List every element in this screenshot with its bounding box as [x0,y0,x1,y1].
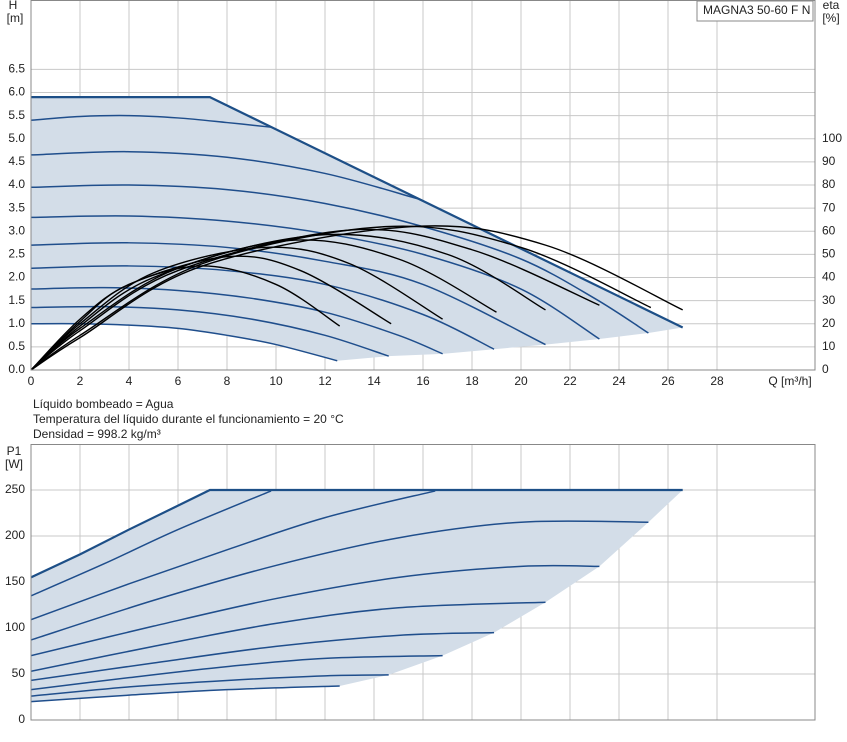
y-label: P1 [7,444,22,458]
operating-area [31,490,683,702]
y-tick-label: 1.5 [8,293,25,307]
efficiency-curve [31,233,546,370]
performance-curve [31,242,546,346]
x-tick-label: 2 [77,374,84,388]
efficiency-curve [31,228,600,370]
plot-layer [31,96,684,370]
note: Densidad = 998.2 kg/m³ [33,427,161,441]
y-tick-label: 200 [5,528,25,542]
performance-curve [31,490,436,621]
efficiency-curve [31,265,341,370]
y-tick-label: 0.5 [8,339,25,353]
y-tick-label: 2.0 [8,270,25,284]
efficiency-curve [31,225,683,370]
y-tick-label: 4.0 [8,177,25,191]
y2-tick-label: 0 [822,362,829,376]
y2-tick-label: 40 [822,270,836,284]
y-tick-label: 100 [5,620,25,634]
y-tick-label: 1.0 [8,316,25,330]
x-tick-label: 6 [175,374,182,388]
performance-curve [31,490,272,597]
y-tick-label: 250 [5,482,25,496]
y-tick-label: 6.0 [8,85,25,99]
x-label: Q [m³/h] [768,374,811,388]
plot-border [30,0,816,371]
performance-curve [31,685,340,703]
performance-curve [31,601,546,672]
performance-curve [31,305,389,357]
y2-tick-label: 90 [822,154,836,168]
x-tick-label: 12 [318,374,332,388]
note: Líquido bombeado = Agua [33,397,174,411]
performance-curve [31,265,495,350]
y2-tick-label: 70 [822,200,836,214]
performance-curve [31,286,443,355]
y-tick-label: 0.0 [8,362,25,376]
y2-tick-label: 10 [822,339,836,353]
annotation-box [696,0,814,22]
x-tick-label: 24 [612,374,626,388]
x-tick-label: 22 [563,374,577,388]
performance-curve [31,184,649,334]
efficiency-curve [31,225,652,370]
y-tick-label: 4.5 [8,154,25,168]
plot-border [30,444,816,721]
x-tick-label: 14 [367,374,381,388]
plot-layer [31,488,683,703]
x-tick-label: 28 [710,374,724,388]
performance-curve [31,114,272,128]
performance-curve [31,631,495,682]
x-tick-label: 20 [514,374,528,388]
note: Temperatura del líquido durante el funci… [33,412,344,426]
x-tick-label: 8 [224,374,231,388]
y-unit: [W] [5,457,23,471]
annotation: MAGNA3 50-60 F N [703,3,810,17]
performance-curve [31,520,649,641]
y-tick-label: 150 [5,574,25,588]
y2-unit: [%] [822,11,839,25]
x-tick-label: 10 [269,374,283,388]
x-tick-label: 4 [126,374,133,388]
y-tick-label: 2.5 [8,247,25,261]
y2-tick-label: 100 [822,131,842,145]
y2-tick-label: 60 [822,223,836,237]
y2-tick-label: 50 [822,247,836,261]
y-tick-label: 50 [12,666,26,680]
y2-label: eta [823,0,840,12]
x-tick-label: 16 [416,374,430,388]
x-tick-label: 0 [28,374,35,388]
performance-curve [31,674,389,697]
max-curve [31,488,683,579]
performance-curve [31,150,419,200]
y-tick-label: 6.5 [8,62,25,76]
y-tick-label: 3.0 [8,223,25,237]
y2-tick-label: 80 [822,177,836,191]
x-tick-label: 18 [465,374,479,388]
performance-curve [31,654,443,691]
max-curve [31,96,684,329]
y2-tick-label: 30 [822,293,836,307]
x-tick-label: 26 [661,374,675,388]
y-unit: [m] [7,11,24,25]
y-label: H [9,0,18,12]
y-tick-label: 3.5 [8,200,25,214]
y-tick-label: 0 [18,712,25,726]
y-tick-label: 5.0 [8,131,25,145]
y-tick-label: 5.5 [8,108,25,122]
efficiency-curve [31,246,443,370]
y2-tick-label: 20 [822,316,836,330]
performance-curve [31,564,600,657]
